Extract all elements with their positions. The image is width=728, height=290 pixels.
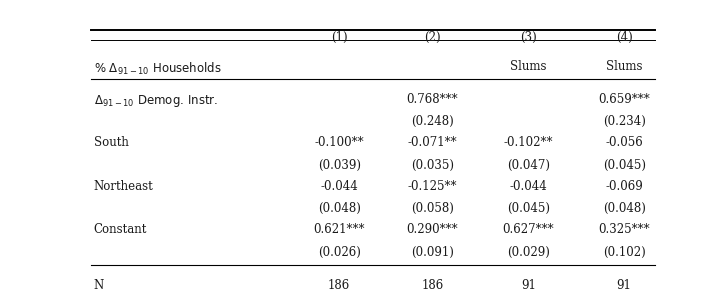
Text: (0.102): (0.102)	[603, 246, 646, 259]
Text: Slums: Slums	[606, 61, 642, 73]
Text: (2): (2)	[424, 31, 440, 44]
Text: % $\Delta_{91-10}$ Households: % $\Delta_{91-10}$ Households	[94, 61, 221, 77]
Text: -0.069: -0.069	[605, 180, 643, 193]
Text: (0.248): (0.248)	[411, 115, 454, 128]
Text: -0.125**: -0.125**	[408, 180, 457, 193]
Text: (0.039): (0.039)	[317, 159, 361, 172]
Text: (0.035): (0.035)	[411, 159, 454, 172]
Text: (0.026): (0.026)	[318, 246, 360, 259]
Text: -0.071**: -0.071**	[408, 136, 457, 149]
Text: (4): (4)	[616, 31, 633, 44]
Text: 0.621***: 0.621***	[314, 224, 365, 236]
Text: 0.768***: 0.768***	[406, 93, 458, 106]
Text: -0.056: -0.056	[605, 136, 643, 149]
Text: (0.048): (0.048)	[318, 202, 360, 215]
Text: (0.048): (0.048)	[603, 202, 646, 215]
Text: (0.045): (0.045)	[507, 202, 550, 215]
Text: Constant: Constant	[94, 224, 147, 236]
Text: (3): (3)	[520, 31, 537, 44]
Text: -0.100**: -0.100**	[314, 136, 364, 149]
Text: 0.325***: 0.325***	[598, 224, 650, 236]
Text: (0.091): (0.091)	[411, 246, 454, 259]
Text: 0.627***: 0.627***	[502, 224, 554, 236]
Text: (0.058): (0.058)	[411, 202, 454, 215]
Text: -0.044: -0.044	[320, 180, 358, 193]
Text: 91: 91	[521, 279, 536, 290]
Text: (0.047): (0.047)	[507, 159, 550, 172]
Text: Slums: Slums	[510, 61, 547, 73]
Text: (1): (1)	[331, 31, 347, 44]
Text: 186: 186	[328, 279, 350, 290]
Text: 91: 91	[617, 279, 632, 290]
Text: South: South	[94, 136, 129, 149]
Text: 0.290***: 0.290***	[406, 224, 458, 236]
Text: -0.102**: -0.102**	[504, 136, 553, 149]
Text: (0.234): (0.234)	[603, 115, 646, 128]
Text: (0.045): (0.045)	[603, 159, 646, 172]
Text: $\Delta_{91-10}$ Demog. Instr.: $\Delta_{91-10}$ Demog. Instr.	[94, 93, 218, 109]
Text: -0.044: -0.044	[510, 180, 547, 193]
Text: Northeast: Northeast	[94, 180, 154, 193]
Text: N: N	[94, 279, 104, 290]
Text: (0.029): (0.029)	[507, 246, 550, 259]
Text: 0.659***: 0.659***	[598, 93, 650, 106]
Text: 186: 186	[422, 279, 443, 290]
